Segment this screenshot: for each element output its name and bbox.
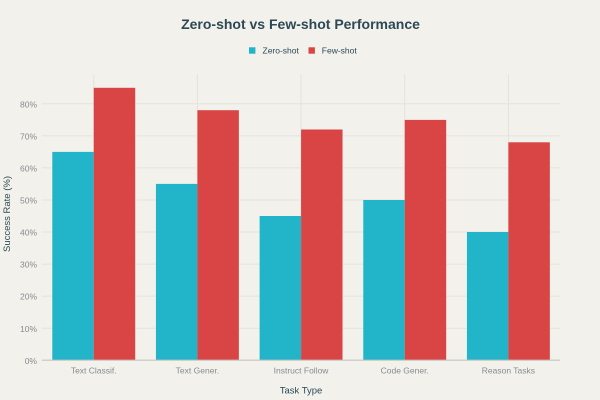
svg-text:Code Gener.: Code Gener. [381,366,429,376]
svg-text:Text Classif.: Text Classif. [71,366,117,376]
svg-text:Few-shot: Few-shot [322,46,358,56]
svg-text:70%: 70% [20,132,37,142]
svg-text:Reason Tasks: Reason Tasks [482,366,535,376]
svg-text:Text Gener.: Text Gener. [176,366,219,376]
svg-text:80%: 80% [20,99,37,109]
svg-text:50%: 50% [20,196,37,206]
svg-text:20%: 20% [20,292,37,302]
svg-text:Success Rate (%): Success Rate (%) [2,176,13,252]
svg-text:40%: 40% [20,228,37,238]
svg-text:Task Type: Task Type [280,386,323,397]
svg-text:60%: 60% [20,164,37,174]
svg-text:10%: 10% [20,324,37,334]
svg-text:Zero-shot: Zero-shot [263,46,300,56]
svg-text:Zero-shot vs Few-shot Performa: Zero-shot vs Few-shot Performance [181,16,420,32]
svg-text:0%: 0% [25,356,38,366]
svg-text:Instruct Follow: Instruct Follow [274,366,330,376]
svg-text:30%: 30% [20,260,37,270]
